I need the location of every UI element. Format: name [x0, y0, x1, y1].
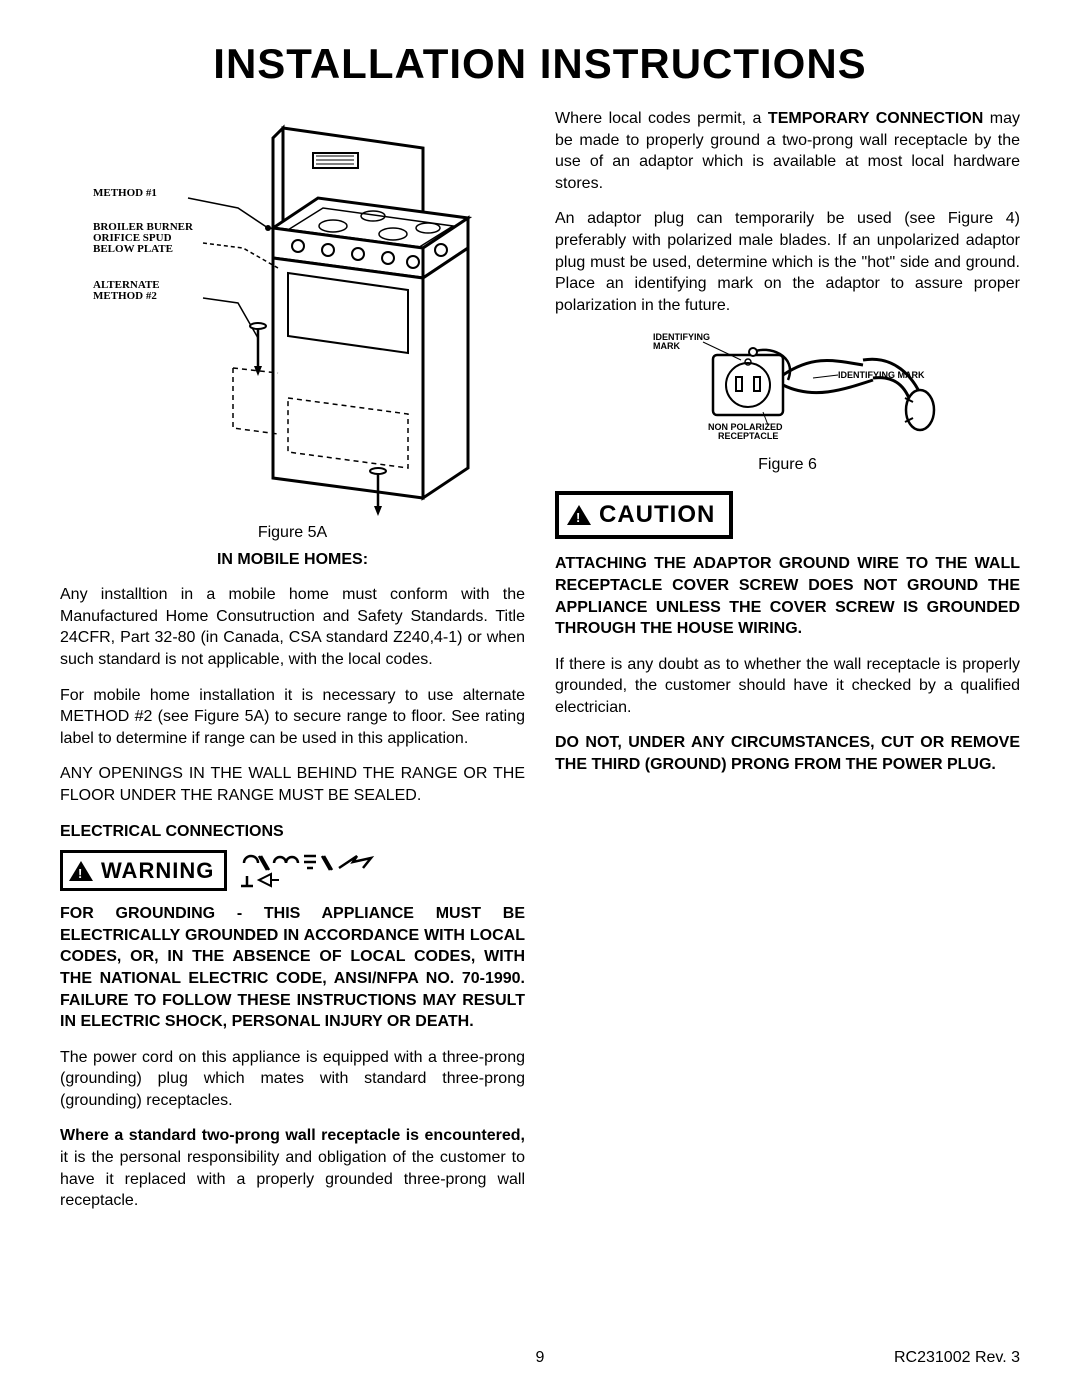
two-prong-rest: it is the personal responsibility and ob… — [60, 1149, 525, 1209]
fig6-ident2-label: IDENTIFYING MARK — [838, 370, 925, 380]
fig6-nonpol-label: NON POLARIZED RECEPTACLE — [708, 422, 785, 441]
electrical-connections-heading: ELECTRICAL CONNECTIONS — [60, 821, 525, 843]
warning-triangle-icon — [69, 861, 93, 881]
electrical-symbols — [239, 848, 379, 893]
range-diagram-svg: METHOD #1 BROILER BURNER ORIFICE SPUD BE… — [83, 118, 503, 518]
mobile-para-3: ANY OPENINGS IN THE WALL BEHIND THE RANG… — [60, 763, 525, 806]
caution-triangle-icon — [567, 505, 591, 525]
caution-badge: CAUTION — [555, 491, 733, 539]
temp-conn-a: Where local codes permit, a — [555, 110, 768, 127]
two-prong-para: Where a standard two-prong wall receptac… — [60, 1125, 525, 1211]
warning-label-text: WARNING — [101, 856, 214, 886]
page-title: INSTALLATION INSTRUCTIONS — [60, 40, 1020, 88]
warning-row: WARNING — [60, 848, 525, 893]
caution-label-text: CAUTION — [599, 499, 715, 531]
figure-6: IDENTIFYING MARK IDENTIFYING MARK NON PO… — [555, 330, 1020, 476]
right-column: Where local codes permit, a TEMPORARY CO… — [555, 108, 1020, 1226]
caution-para: ATTACHING THE ADAPTOR GROUND WIRE TO THE… — [555, 553, 1020, 639]
figure-5a: METHOD #1 BROILER BURNER ORIFICE SPUD BE… — [60, 118, 525, 544]
left-column: METHOD #1 BROILER BURNER ORIFICE SPUD BE… — [60, 108, 525, 1226]
figure-6-caption: Figure 6 — [555, 454, 1020, 476]
page-number: 9 — [536, 1349, 545, 1367]
power-cord-para: The power cord on this appliance is equi… — [60, 1047, 525, 1112]
adaptor-para: An adaptor plug can temporarily be used … — [555, 208, 1020, 316]
doc-revision: RC231002 Rev. 3 — [894, 1349, 1020, 1367]
mobile-para-2: For mobile home installation it is neces… — [60, 685, 525, 750]
fig5a-broiler-label: BROILER BURNER ORIFICE SPUD BELOW PLATE — [93, 221, 196, 255]
figure-5a-caption: Figure 5A — [60, 522, 525, 544]
mobile-para-1: Any installtion in a mobile home must co… — [60, 584, 525, 670]
grounding-warning-para: FOR GROUNDING - THIS APPLIANCE MUST BE E… — [60, 903, 525, 1033]
fig6-ident1-label: IDENTIFYING MARK — [653, 332, 713, 351]
do-not-cut-para: DO NOT, UNDER ANY CIRCUMSTANCES, CUT OR … — [555, 732, 1020, 775]
temp-conn-bold: TEMPORARY CONNECTION — [768, 110, 983, 127]
doubt-para: If there is any doubt as to whether the … — [555, 654, 1020, 719]
warning-badge: WARNING — [60, 850, 227, 892]
temp-connection-para: Where local codes permit, a TEMPORARY CO… — [555, 108, 1020, 194]
two-prong-bold: Where a standard two-prong wall receptac… — [60, 1127, 525, 1144]
fig5a-method1-label: METHOD #1 — [93, 187, 157, 199]
page-footer: 9 RC231002 Rev. 3 — [60, 1349, 1020, 1367]
fig5a-method2-label: ALTERNATE METHOD #2 — [93, 279, 162, 302]
mobile-homes-heading: IN MOBILE HOMES: — [60, 549, 525, 571]
adaptor-diagram-svg: IDENTIFYING MARK IDENTIFYING MARK NON PO… — [613, 330, 963, 450]
